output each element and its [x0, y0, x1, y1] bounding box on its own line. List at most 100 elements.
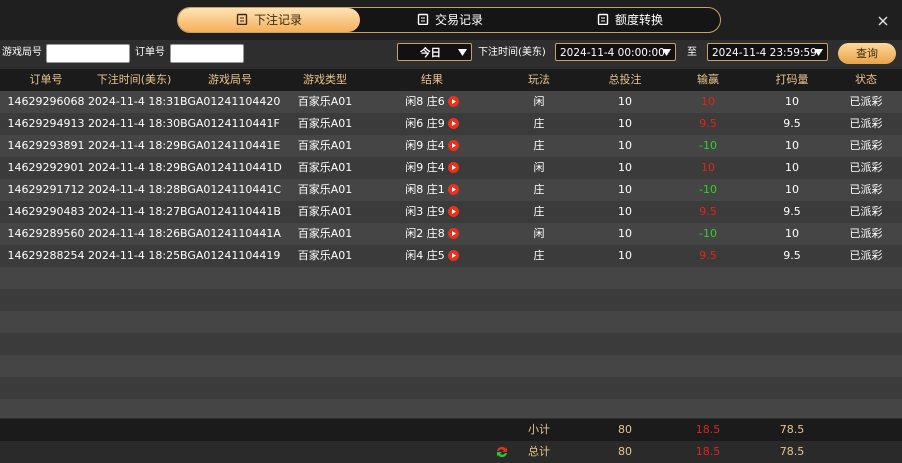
game-round: BGA0124110441A: [180, 227, 281, 240]
result-cell: 闲6 庄9: [382, 113, 482, 135]
game-round: BGA01241104419: [180, 249, 281, 262]
refresh-button[interactable]: [495, 445, 509, 459]
order-id: 14629294913: [7, 117, 85, 130]
summary-win-loss: 18.5: [695, 445, 721, 458]
close-button[interactable]: [876, 14, 890, 28]
order-id: 14629290483: [7, 205, 85, 218]
status: 已派彩: [849, 227, 883, 240]
end-time-select[interactable]: 2024-11-4 23:59:59: [707, 43, 828, 61]
replay-button[interactable]: [447, 118, 459, 129]
result-cell: 闲3 庄9: [382, 201, 482, 223]
status: 已派彩: [849, 95, 883, 108]
game-type: 百家乐A01: [297, 117, 353, 130]
win-loss: -10: [699, 227, 717, 240]
dropdown-arrow: [662, 49, 671, 56]
order-id: 14629293891: [7, 139, 85, 152]
date-range-value: 今日: [420, 47, 441, 59]
tab-icon: [417, 13, 429, 26]
replay-button[interactable]: [447, 228, 459, 239]
empty-row: [0, 311, 902, 333]
status: 已派彩: [849, 161, 883, 174]
column-header: 游戏类型: [303, 73, 347, 86]
summary-label: 总计: [528, 445, 550, 458]
game-round: BGA01241104420: [180, 95, 281, 108]
valid-bet: 9.5: [783, 205, 801, 218]
order-id: 14629296068: [7, 95, 85, 108]
order-input[interactable]: [170, 44, 244, 63]
result-text: 闲6 庄9: [405, 117, 445, 130]
empty-row: [0, 355, 902, 377]
column-header: 打码量: [775, 73, 809, 86]
bet-side: 闲: [533, 227, 545, 240]
win-loss: -10: [699, 139, 717, 152]
result-cell: 闲8 庄1: [382, 179, 482, 201]
total-bet: 10: [618, 95, 632, 108]
empty-row: [0, 267, 902, 289]
game-round: BGA0124110441B: [180, 205, 281, 218]
date-range-select[interactable]: 今日: [397, 43, 472, 61]
total-bet: 10: [618, 249, 632, 262]
valid-bet: 10: [785, 95, 799, 108]
win-loss: -10: [699, 183, 717, 196]
bet-time: 2024-11-4 18:29: [87, 161, 181, 174]
order-id: 14629288254: [7, 249, 85, 262]
game-type: 百家乐A01: [297, 249, 353, 262]
valid-bet: 10: [785, 139, 799, 152]
result-cell: 闲9 庄4: [382, 157, 482, 179]
empty-row: [0, 333, 902, 355]
game-round: BGA0124110441D: [180, 161, 282, 174]
replay-button[interactable]: [447, 206, 459, 217]
empty-row: [0, 377, 902, 399]
order-label: 订单号: [135, 47, 165, 58]
status: 已派彩: [849, 249, 883, 262]
column-header: 结果: [421, 73, 443, 86]
total-bet: 10: [618, 227, 632, 240]
tab[interactable]: 交易记录: [360, 8, 540, 32]
subtotal-row: 小计 80 18.5 78.5: [0, 419, 902, 441]
column-header: 总投注: [608, 73, 642, 86]
tab[interactable]: 额度转换: [540, 8, 720, 32]
dropdown-arrow: [814, 49, 823, 56]
replay-button[interactable]: [447, 184, 459, 195]
data-row: 14629290483 2024-11-4 18:27 BGA0124110441B…: [0, 201, 902, 223]
game-round-input[interactable]: [46, 44, 130, 63]
summary-total-bet: 80: [618, 445, 632, 458]
bet-side: 闲: [533, 161, 545, 174]
order-id: 14629291712: [7, 183, 85, 196]
total-row: 总计 80 18.5 78.5: [0, 441, 902, 463]
bet-side: 闲: [533, 95, 545, 108]
total-bet: 10: [618, 117, 632, 130]
tab[interactable]: 下注记录: [178, 8, 360, 32]
tab-icon: [597, 13, 609, 26]
data-row: 14629288254 2024-11-4 18:25 BGA01241104419…: [0, 245, 902, 267]
bet-time: 2024-11-4 18:27: [87, 205, 181, 218]
game-round: BGA0124110441C: [180, 183, 282, 196]
replay-button[interactable]: [447, 140, 459, 151]
valid-bet: 10: [785, 227, 799, 240]
win-loss: 10: [701, 95, 715, 108]
valid-bet: 10: [785, 161, 799, 174]
game-type: 百家乐A01: [297, 183, 353, 196]
status: 已派彩: [849, 205, 883, 218]
result-text: 闲9 庄4: [405, 139, 445, 152]
data-row: 14629291712 2024-11-4 18:28 BGA0124110441C…: [0, 179, 902, 201]
total-bet: 10: [618, 183, 632, 196]
bet-side: 庄: [533, 249, 545, 262]
replay-button[interactable]: [447, 96, 459, 107]
column-header: 输赢: [697, 73, 719, 86]
tab-label: 交易记录: [434, 13, 483, 27]
replay-button[interactable]: [447, 250, 459, 261]
to-label: 至: [687, 47, 697, 58]
tab-label: 额度转换: [614, 13, 663, 27]
bet-time: 2024-11-4 18:29: [87, 139, 181, 152]
replay-button[interactable]: [447, 162, 459, 173]
order-id: 14629289560: [7, 227, 85, 240]
total-bet: 10: [618, 205, 632, 218]
search-button[interactable]: 查询: [838, 43, 896, 64]
column-header: 游戏局号: [208, 73, 252, 86]
data-row: 14629294913 2024-11-4 18:30 BGA0124110441F…: [0, 113, 902, 135]
start-time-select[interactable]: 2024-11-4 00:00:00: [555, 43, 676, 61]
bet-side: 庄: [533, 205, 545, 218]
result-cell: 闲4 庄5: [382, 245, 482, 267]
